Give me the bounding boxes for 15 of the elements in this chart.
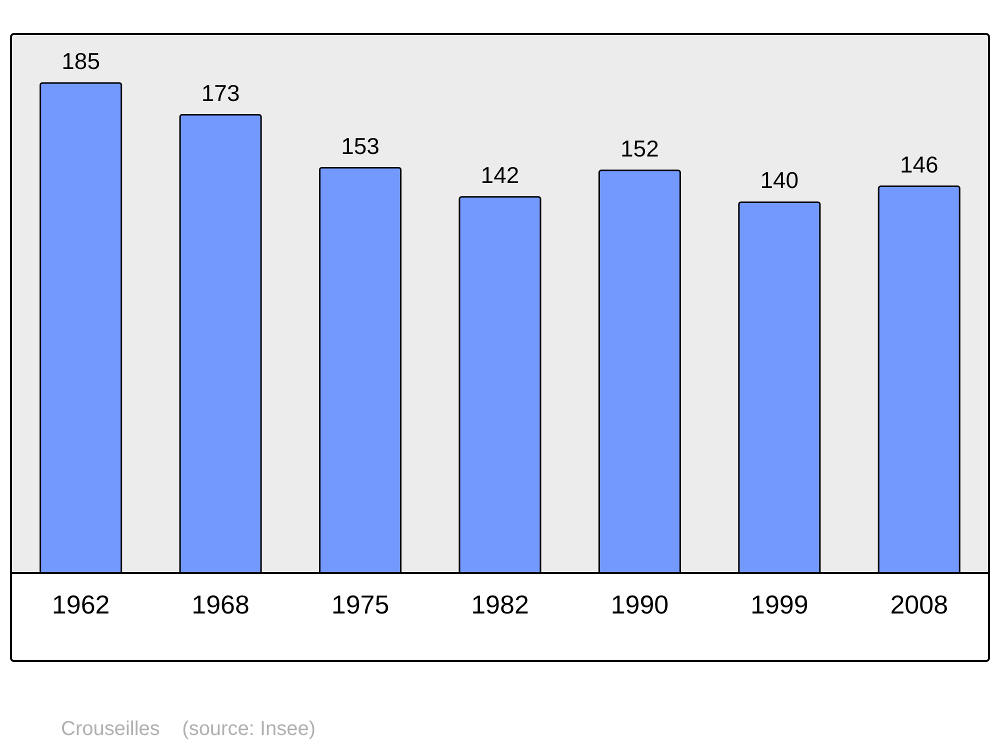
data-label: 140 [760,167,799,194]
x-tick-label: 1990 [610,589,669,620]
data-label: 142 [480,162,520,188]
text: Crouseilles (source: Insee) [61,718,316,741]
data-label: 185 [62,48,100,74]
x-tick-label: 1962 [52,589,110,620]
x-tick-label: 1999 [750,589,808,620]
x-tick-label: 2008 [890,589,948,620]
data-label: 173 [201,80,240,106]
data-label: 152 [620,135,659,162]
x-tick-label: 1982 [471,589,529,620]
data-label: 153 [341,132,380,159]
x-tick-label: 1975 [331,589,390,620]
data-label: 146 [900,151,938,178]
x-tick-label: 1968 [192,589,250,620]
